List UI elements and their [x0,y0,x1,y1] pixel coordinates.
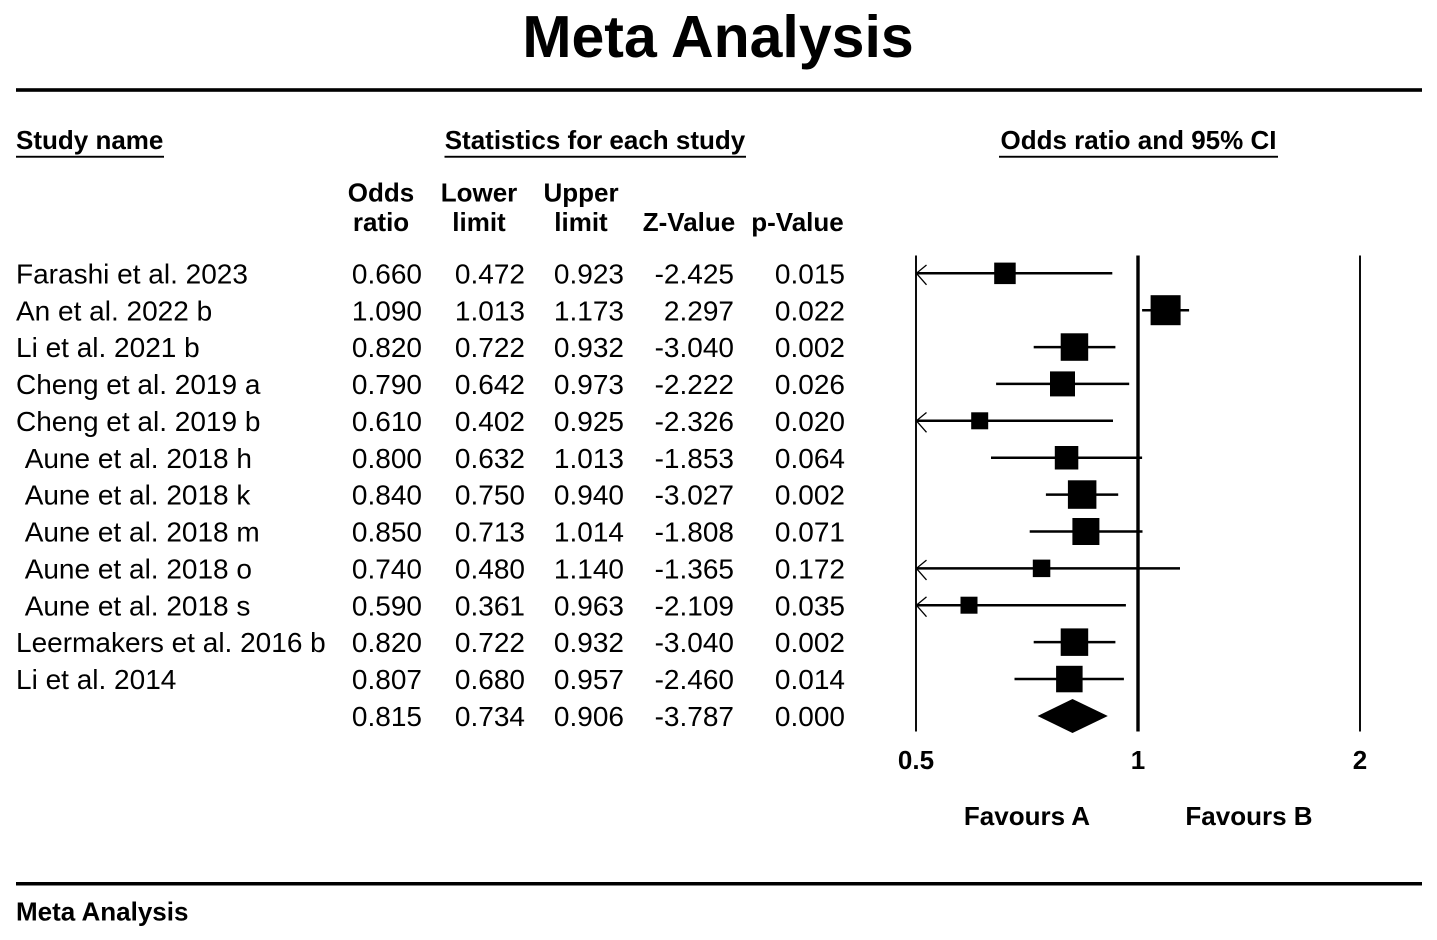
svg-text:0.002: 0.002 [775,627,845,658]
svg-text:Aune et al. 2018 s: Aune et al. 2018 s [25,590,251,621]
svg-text:0.402: 0.402 [455,406,525,437]
svg-text:0.015: 0.015 [775,258,845,289]
svg-text:Aune et al. 2018 o: Aune et al. 2018 o [25,554,252,585]
svg-text:ratio: ratio [353,207,409,237]
svg-text:0.750: 0.750 [455,480,525,511]
svg-text:Aune et al. 2018 k: Aune et al. 2018 k [25,480,252,511]
svg-text:0.680: 0.680 [455,664,525,695]
svg-text:-1.365: -1.365 [655,554,734,585]
svg-text:0.022: 0.022 [775,295,845,326]
svg-text:-2.425: -2.425 [655,258,734,289]
svg-text:0.014: 0.014 [775,664,845,695]
svg-text:0.064: 0.064 [775,443,845,474]
svg-text:-2.222: -2.222 [655,369,734,400]
svg-text:Lower: Lower [441,178,518,208]
svg-text:0.932: 0.932 [554,332,624,363]
svg-text:0.722: 0.722 [455,332,525,363]
svg-text:Upper: Upper [543,178,618,208]
svg-text:0.642: 0.642 [455,369,525,400]
svg-text:Odds: Odds [348,178,414,208]
svg-text:1.013: 1.013 [455,295,525,326]
svg-text:-2.326: -2.326 [655,406,734,437]
svg-text:0.713: 0.713 [455,517,525,548]
svg-text:1.140: 1.140 [554,554,624,585]
svg-text:1.173: 1.173 [554,295,624,326]
svg-text:-2.460: -2.460 [655,664,734,695]
svg-text:-3.787: -3.787 [655,701,734,732]
svg-text:Meta Analysis: Meta Analysis [16,897,188,927]
svg-text:0.026: 0.026 [775,369,845,400]
svg-text:0.020: 0.020 [775,406,845,437]
svg-text:0.973: 0.973 [554,369,624,400]
svg-text:Z-Value: Z-Value [643,207,735,237]
svg-text:Meta Analysis: Meta Analysis [522,4,913,70]
svg-text:0.815: 0.815 [352,701,422,732]
svg-text:-3.040: -3.040 [655,332,734,363]
svg-text:0.957: 0.957 [554,664,624,695]
svg-text:0.850: 0.850 [352,517,422,548]
svg-text:1.013: 1.013 [554,443,624,474]
svg-text:0.172: 0.172 [775,554,845,585]
svg-text:Aune et al. 2018 m: Aune et al. 2018 m [25,517,260,548]
svg-text:Li et al. 2014: Li et al. 2014 [16,664,176,695]
svg-text:0.660: 0.660 [352,258,422,289]
svg-text:Study name: Study name [16,125,163,155]
svg-text:0.820: 0.820 [352,332,422,363]
svg-text:2: 2 [1353,745,1367,775]
svg-text:0.800: 0.800 [352,443,422,474]
svg-text:Favours A: Favours A [964,801,1090,831]
svg-text:0.5: 0.5 [898,745,934,775]
svg-text:Favours B: Favours B [1185,801,1312,831]
svg-text:0.840: 0.840 [352,480,422,511]
svg-text:0.472: 0.472 [455,258,525,289]
svg-text:0.002: 0.002 [775,332,845,363]
svg-text:Odds ratio and 95% CI: Odds ratio and 95% CI [1001,125,1277,155]
svg-text:0.000: 0.000 [775,701,845,732]
svg-text:1.014: 1.014 [554,517,624,548]
svg-text:-1.808: -1.808 [655,517,734,548]
svg-text:0.632: 0.632 [455,443,525,474]
svg-text:-1.853: -1.853 [655,443,734,474]
svg-text:-3.040: -3.040 [655,627,734,658]
svg-text:0.002: 0.002 [775,480,845,511]
svg-text:p-Value: p-Value [751,207,843,237]
svg-text:-2.109: -2.109 [655,590,734,621]
svg-text:Aune et al. 2018 h: Aune et al. 2018 h [25,443,252,474]
svg-text:0.740: 0.740 [352,554,422,585]
svg-text:0.906: 0.906 [554,701,624,732]
svg-text:0.361: 0.361 [455,590,525,621]
svg-text:0.820: 0.820 [352,627,422,658]
svg-text:-3.027: -3.027 [655,480,734,511]
svg-text:0.734: 0.734 [455,701,525,732]
svg-text:1: 1 [1131,745,1145,775]
svg-text:limit: limit [452,207,506,237]
svg-text:0.923: 0.923 [554,258,624,289]
svg-text:1.090: 1.090 [352,295,422,326]
svg-text:0.932: 0.932 [554,627,624,658]
svg-text:0.790: 0.790 [352,369,422,400]
svg-text:0.610: 0.610 [352,406,422,437]
svg-text:Statistics for each study: Statistics for each study [445,125,746,155]
svg-text:0.071: 0.071 [775,517,845,548]
svg-text:Cheng et al. 2019 a: Cheng et al. 2019 a [16,369,261,400]
svg-text:0.480: 0.480 [455,554,525,585]
svg-text:limit: limit [554,207,608,237]
svg-text:0.963: 0.963 [554,590,624,621]
svg-text:0.925: 0.925 [554,406,624,437]
svg-text:2.297: 2.297 [664,295,734,326]
svg-text:0.940: 0.940 [554,480,624,511]
svg-text:0.035: 0.035 [775,590,845,621]
svg-text:0.590: 0.590 [352,590,422,621]
svg-text:Li et al. 2021 b: Li et al. 2021 b [16,332,200,363]
svg-text:Farashi et al. 2023: Farashi et al. 2023 [16,258,248,289]
svg-text:Leermakers et al. 2016 b: Leermakers et al. 2016 b [16,627,326,658]
svg-text:An et al. 2022 b: An et al. 2022 b [16,295,212,326]
svg-text:0.722: 0.722 [455,627,525,658]
svg-text:Cheng et al. 2019 b: Cheng et al. 2019 b [16,406,260,437]
svg-text:0.807: 0.807 [352,664,422,695]
